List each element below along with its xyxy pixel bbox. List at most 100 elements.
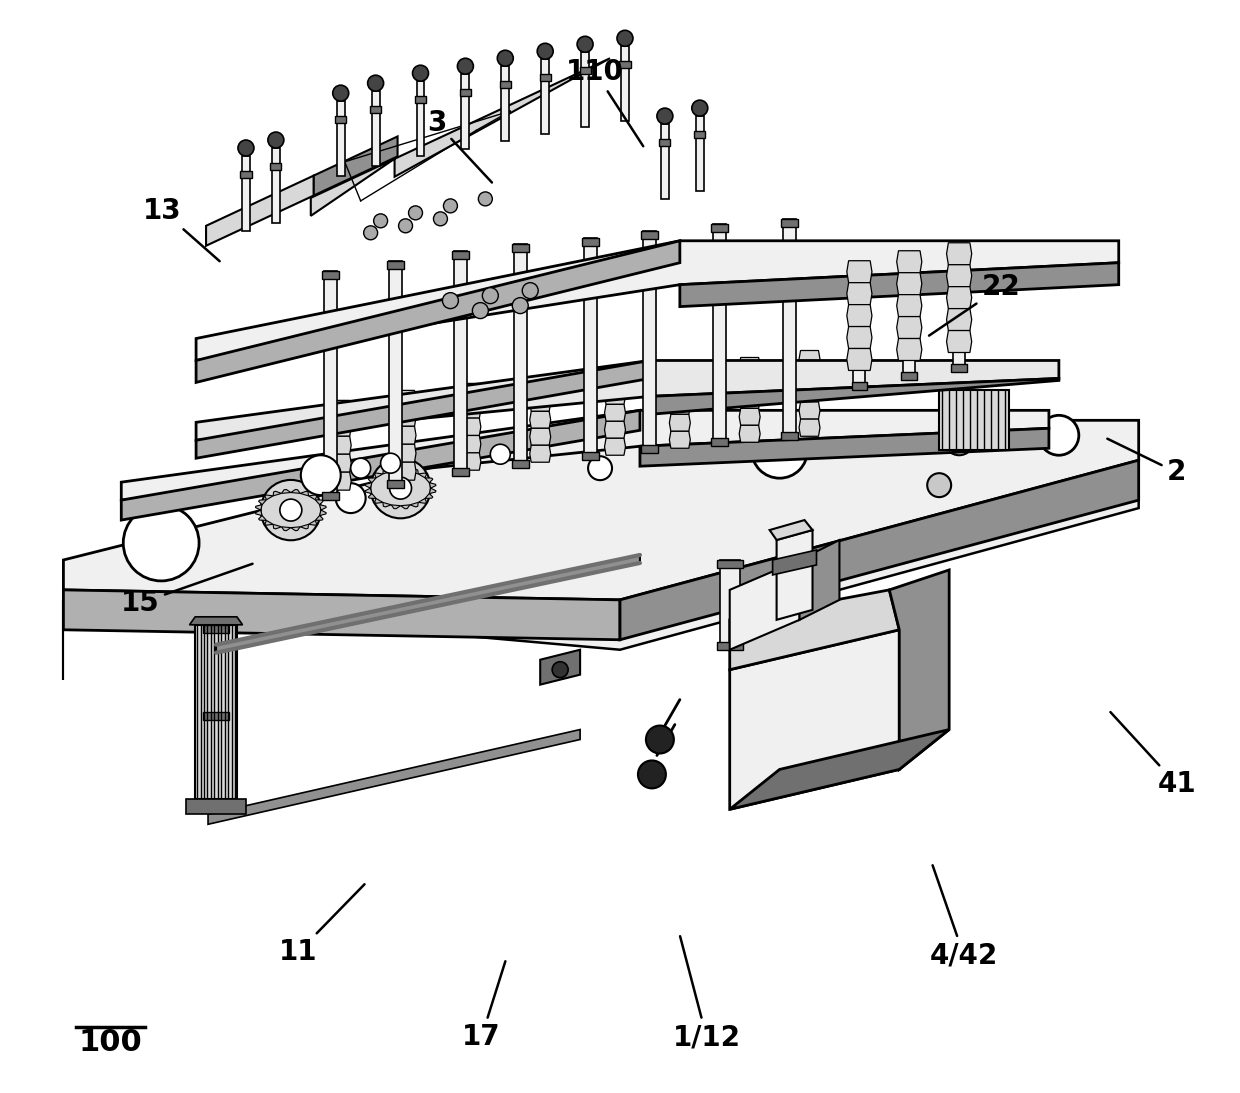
- Polygon shape: [387, 261, 404, 269]
- Polygon shape: [541, 59, 549, 134]
- Polygon shape: [122, 410, 640, 520]
- Polygon shape: [196, 240, 1118, 361]
- Polygon shape: [781, 219, 799, 227]
- Circle shape: [336, 483, 366, 513]
- Polygon shape: [897, 295, 921, 317]
- Polygon shape: [661, 125, 668, 199]
- Polygon shape: [500, 81, 511, 89]
- Polygon shape: [799, 419, 820, 436]
- Polygon shape: [852, 261, 867, 269]
- Polygon shape: [255, 505, 262, 510]
- Polygon shape: [330, 436, 351, 455]
- Circle shape: [497, 50, 513, 67]
- Polygon shape: [800, 540, 839, 620]
- Circle shape: [472, 303, 489, 318]
- Circle shape: [657, 108, 673, 125]
- Text: 1/12: 1/12: [672, 937, 740, 1051]
- Polygon shape: [739, 409, 760, 425]
- Polygon shape: [582, 52, 589, 127]
- Circle shape: [618, 31, 632, 46]
- Polygon shape: [63, 421, 1138, 600]
- Polygon shape: [330, 455, 351, 472]
- Polygon shape: [330, 400, 351, 419]
- Polygon shape: [273, 525, 281, 529]
- Circle shape: [123, 505, 200, 580]
- Polygon shape: [644, 231, 656, 454]
- Polygon shape: [418, 473, 427, 478]
- Polygon shape: [512, 244, 528, 251]
- Polygon shape: [954, 243, 965, 373]
- Polygon shape: [63, 431, 1138, 649]
- Circle shape: [332, 85, 348, 102]
- Polygon shape: [529, 395, 551, 411]
- Polygon shape: [847, 261, 872, 283]
- Polygon shape: [650, 378, 1059, 414]
- Polygon shape: [272, 148, 280, 223]
- Polygon shape: [889, 569, 949, 769]
- Circle shape: [944, 425, 975, 455]
- Circle shape: [482, 287, 498, 304]
- Polygon shape: [512, 460, 528, 468]
- Polygon shape: [799, 385, 820, 402]
- Polygon shape: [372, 91, 379, 166]
- Circle shape: [389, 478, 412, 500]
- Polygon shape: [273, 492, 281, 496]
- Text: 22: 22: [929, 273, 1021, 336]
- Polygon shape: [410, 503, 418, 507]
- Polygon shape: [729, 630, 899, 809]
- Circle shape: [373, 214, 388, 227]
- Circle shape: [512, 297, 528, 314]
- Polygon shape: [311, 58, 610, 215]
- Polygon shape: [368, 494, 376, 498]
- Polygon shape: [374, 473, 383, 478]
- Polygon shape: [770, 520, 812, 540]
- Polygon shape: [946, 243, 972, 265]
- Polygon shape: [206, 176, 314, 246]
- Polygon shape: [291, 527, 300, 531]
- Polygon shape: [315, 516, 324, 520]
- Polygon shape: [694, 131, 706, 138]
- Polygon shape: [320, 505, 326, 510]
- Polygon shape: [460, 401, 481, 419]
- Polygon shape: [203, 712, 229, 719]
- Polygon shape: [501, 67, 510, 141]
- Polygon shape: [946, 265, 972, 286]
- Polygon shape: [190, 616, 243, 625]
- Polygon shape: [195, 625, 237, 799]
- Circle shape: [522, 283, 538, 298]
- Polygon shape: [853, 261, 866, 390]
- Polygon shape: [951, 243, 967, 250]
- Polygon shape: [314, 137, 398, 196]
- Polygon shape: [579, 68, 590, 74]
- Polygon shape: [309, 495, 317, 500]
- Polygon shape: [122, 410, 1049, 501]
- Polygon shape: [460, 90, 471, 96]
- Circle shape: [351, 458, 371, 478]
- Polygon shape: [680, 262, 1118, 307]
- Polygon shape: [799, 367, 820, 385]
- Circle shape: [381, 454, 401, 473]
- Polygon shape: [335, 116, 346, 124]
- Polygon shape: [847, 349, 872, 371]
- Circle shape: [552, 661, 568, 678]
- Polygon shape: [897, 317, 921, 339]
- Polygon shape: [582, 238, 599, 246]
- Polygon shape: [729, 590, 899, 670]
- Circle shape: [692, 101, 708, 116]
- Polygon shape: [641, 445, 658, 454]
- Polygon shape: [620, 460, 1138, 639]
- Text: 100: 100: [78, 1029, 143, 1057]
- Circle shape: [1039, 415, 1079, 455]
- Polygon shape: [320, 510, 326, 516]
- Text: 15: 15: [120, 564, 253, 618]
- Polygon shape: [951, 364, 967, 373]
- Polygon shape: [281, 490, 291, 493]
- Polygon shape: [897, 339, 921, 361]
- Polygon shape: [897, 272, 921, 295]
- Polygon shape: [641, 231, 658, 238]
- Polygon shape: [241, 171, 252, 178]
- Polygon shape: [216, 555, 640, 653]
- Text: 2: 2: [1107, 438, 1187, 486]
- Polygon shape: [259, 516, 267, 520]
- Polygon shape: [901, 250, 918, 259]
